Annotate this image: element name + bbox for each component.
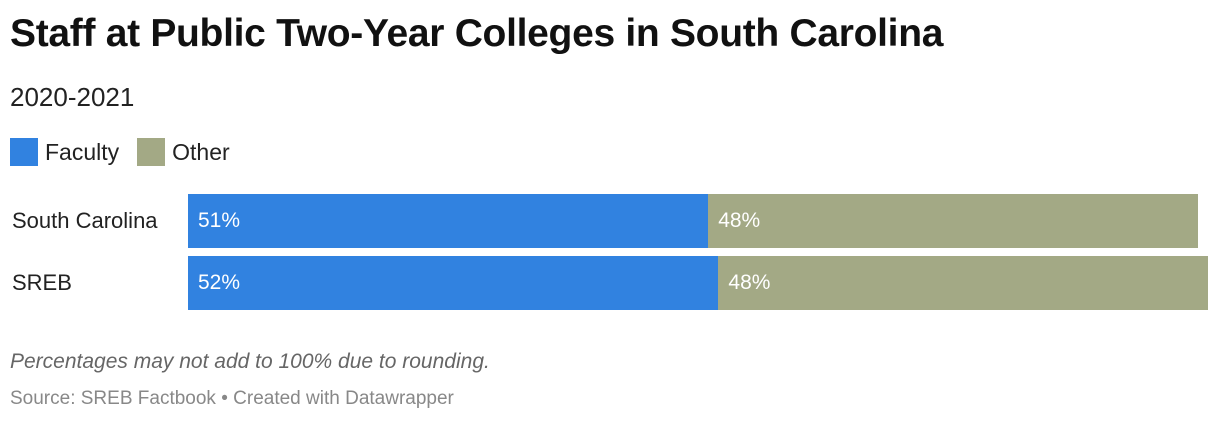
- chart-footer: Source: SREB Factbook • Created with Dat…: [10, 388, 454, 410]
- chart-title: Staff at Public Two-Year Colleges in Sou…: [10, 12, 944, 55]
- legend-swatch-faculty: [10, 138, 38, 166]
- data-label: 48%: [718, 209, 761, 232]
- bar-row: SREB 52% 48%: [0, 256, 1220, 310]
- bar-area: 52% 48%: [188, 256, 1208, 310]
- data-label: 52%: [198, 271, 241, 294]
- legend-item-other: Other: [137, 138, 230, 166]
- footer-separator: •: [221, 388, 228, 409]
- chart-note: Percentages may not add to 100% due to r…: [10, 350, 490, 373]
- legend-label-faculty: Faculty: [45, 138, 120, 165]
- source-text: Source: SREB Factbook: [10, 388, 216, 409]
- data-label: 51%: [198, 209, 241, 232]
- data-label: 48%: [728, 271, 771, 294]
- bar-row: South Carolina 51% 48%: [0, 194, 1220, 248]
- bar-segment-faculty: [188, 194, 709, 248]
- legend-label-other: Other: [172, 138, 230, 165]
- bar-segment-other: [718, 256, 1208, 310]
- bar-segment-other: [708, 194, 1198, 248]
- category-label: South Carolina: [12, 208, 158, 233]
- stacked-bar-chart: South Carolina 51% 48% SREB 52% 48%: [0, 194, 1220, 314]
- legend-swatch-other: [137, 138, 166, 166]
- credit-text: Created with Datawrapper: [233, 388, 454, 409]
- category-label: SREB: [12, 270, 72, 295]
- chart-legend: Faculty Other: [10, 138, 248, 166]
- bar-segment-faculty: [188, 256, 719, 310]
- chart-subtitle: 2020-2021: [10, 82, 135, 112]
- bar-area: 51% 48%: [188, 194, 1208, 248]
- legend-item-faculty: Faculty: [10, 138, 119, 166]
